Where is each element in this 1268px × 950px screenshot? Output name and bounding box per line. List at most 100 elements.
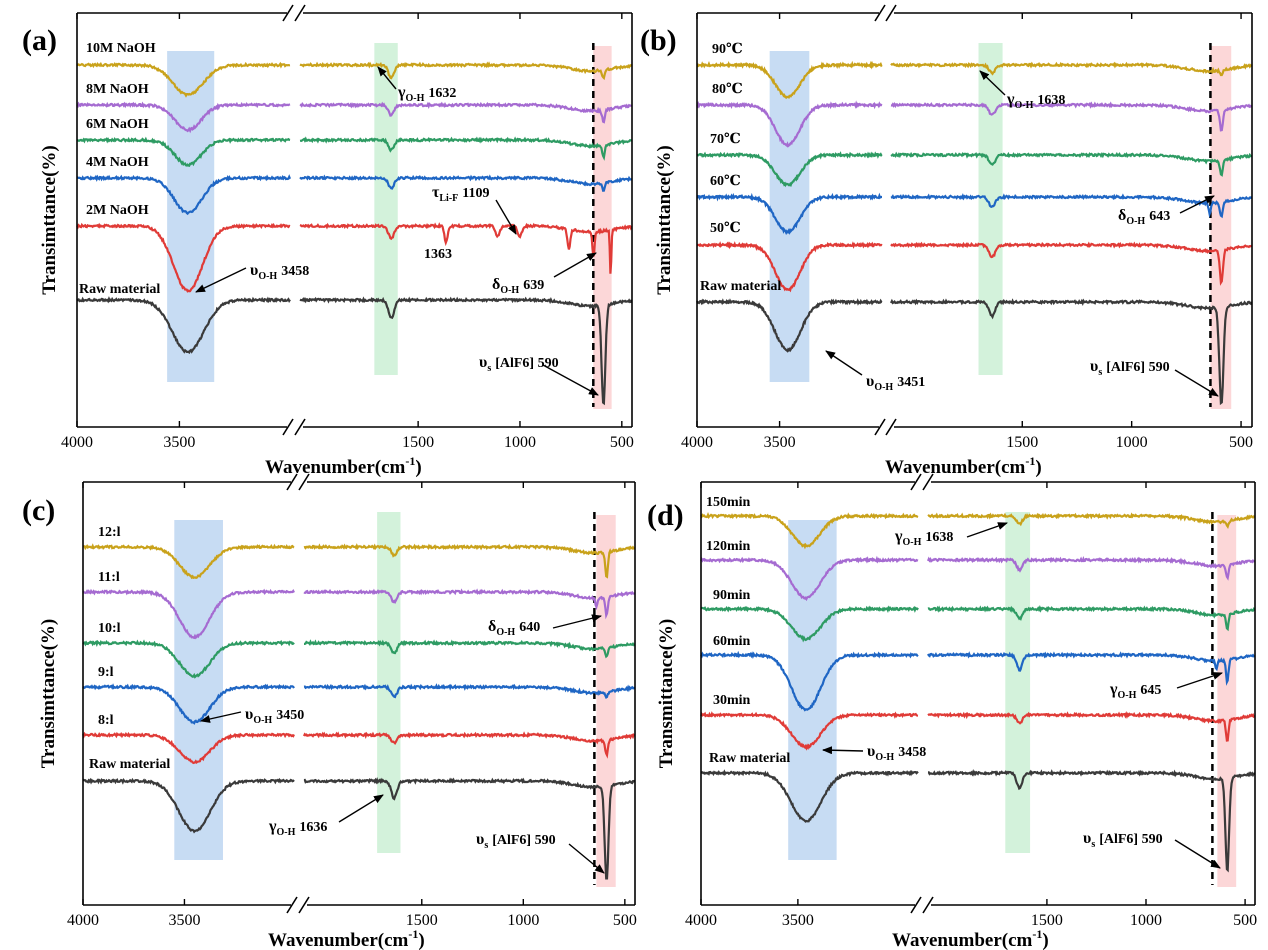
series-label: 12:l (98, 525, 121, 540)
annotation-label: τLi-F 1109 (432, 184, 490, 204)
series-label: 150min (706, 495, 751, 510)
spectrum-line-left (696, 100, 883, 148)
annotation-label: υs [AlF6] 590 (1083, 830, 1163, 850)
series-label: 60℃ (710, 174, 741, 189)
annotation-arrow (542, 364, 599, 396)
panel-label: (c) (22, 494, 55, 527)
series-label: Raw material (79, 282, 160, 297)
annotation-1638: γO-H 1638 (894, 522, 1008, 548)
x-tick-label: 1500 (1006, 434, 1038, 451)
series-label: 80℃ (712, 82, 743, 97)
axis-break-mark (922, 896, 934, 914)
annotation-1632: γO-H 1632 (377, 66, 456, 104)
series-12-l: 12:l (82, 525, 636, 580)
axis-break-mark (282, 4, 294, 22)
annotation-3458: υO-H 3458 (195, 262, 309, 293)
x-tick-label: 1000 (507, 912, 539, 929)
series-raw-material: Raw material (82, 757, 636, 880)
series-8m-naoh: 8M NaOH (76, 82, 633, 134)
spectrum-line-left (76, 222, 291, 293)
spectrum-line-right (303, 543, 636, 579)
series-label: 120min (706, 539, 751, 554)
spectrum-line-left (76, 296, 291, 355)
axis-break-mark (294, 4, 306, 22)
series-label: 90℃ (712, 42, 743, 57)
spectrum-line-left (696, 192, 882, 236)
annotation-label: γO-H 1636 (268, 818, 327, 838)
axis-break-mark (922, 473, 934, 491)
spectrum-line-right (890, 298, 1253, 406)
series-raw-material: Raw material (700, 751, 1255, 873)
series-label: 90min (713, 588, 751, 603)
axis-break-mark (910, 896, 922, 914)
spectrum-line-right (927, 512, 1256, 530)
annotation-645: γO-H 645 (1109, 672, 1223, 701)
annotation-label: δO-H 640 (488, 618, 540, 638)
spectrum-line-left (696, 60, 883, 100)
spectrum-line-left (82, 777, 295, 834)
annotation-arrow (568, 843, 605, 874)
spectrum-line-right (890, 193, 1253, 219)
x-tick-label: 500 (1233, 912, 1257, 929)
annotation--alf6-590: υs [AlF6] 590 (479, 354, 599, 396)
series-60min: 60min (700, 634, 1255, 712)
band-region-o-h-stretch (167, 51, 215, 382)
annotation-arrow (1174, 369, 1219, 397)
axis-break-mark (910, 473, 922, 491)
spectrum-line-right (299, 174, 632, 192)
annotation-label: γO-H 1638 (894, 528, 953, 548)
axis-break-mark (286, 896, 298, 914)
annotation-arrow (338, 794, 384, 823)
spectrum-line-right (299, 296, 633, 406)
series-label: 30min (713, 693, 751, 708)
panel-a: 10M NaOH 8M NaOH 6M NaOH 4M NaOH 2M NaOH Raw … (22, 4, 634, 478)
spectrum-line-right (304, 639, 636, 659)
panel-label: (b) (640, 24, 677, 57)
annotation-label: υs [AlF6] 590 (476, 831, 556, 851)
axis-break-mark (885, 4, 897, 22)
spectrum-line-right (299, 136, 633, 161)
band-region-alf6 (1217, 515, 1237, 887)
series-30min: 30min (700, 693, 1256, 751)
panel-b: 90℃ 80℃ 70℃ 60℃ 50℃ Raw material 4000 3500 1500 1… (640, 4, 1253, 478)
spectrum-line-left (696, 298, 883, 353)
axis-break-mark (874, 418, 886, 436)
y-axis-title: Transmittance(%) (656, 619, 677, 769)
annotation-label: 1363 (424, 247, 452, 262)
annotation-3450: υO-H 3450 (200, 706, 304, 726)
series-label: 50℃ (710, 221, 741, 236)
annotation-arrow (195, 267, 247, 293)
annotation-arrow (200, 711, 242, 723)
annotation-arrow (1179, 195, 1215, 214)
series-label: Raw material (89, 757, 170, 772)
x-tick-label: 500 (610, 434, 634, 451)
annotation-label: υO-H 3458 (867, 743, 926, 763)
series-label: 8:l (98, 713, 114, 728)
spectrum-line-left (700, 711, 919, 751)
series-9-l: 9:l (82, 665, 636, 725)
x-tick-label: 500 (1229, 434, 1253, 451)
spectrum-line-right (303, 683, 636, 699)
band-region-alf6 (1210, 46, 1232, 409)
series-label: 9:l (98, 665, 114, 680)
spectrum-line-right (927, 651, 1255, 686)
series-4m-naoh: 4M NaOH (76, 155, 632, 216)
x-tick-label: 3500 (168, 912, 200, 929)
annotation-arrow (553, 252, 597, 278)
axis-break-mark (298, 473, 310, 491)
annotation-label: υO-H 3450 (245, 706, 304, 726)
series-90min: 90min (700, 588, 1256, 643)
x-tick-label: 3500 (764, 434, 796, 451)
x-tick-label: 4000 (685, 912, 717, 929)
panel-label: (a) (22, 24, 57, 57)
series-label: Raw material (700, 279, 781, 294)
y-axis-title: Transimttance(%) (39, 145, 60, 295)
axis-break-mark (286, 473, 298, 491)
band-region-o-h-bend (374, 43, 398, 375)
panel-label: (d) (647, 499, 684, 532)
x-axis-title: Wavenumber(cm-1) (892, 927, 1049, 950)
y-axis-title: Transimttance(%) (654, 145, 675, 295)
axis-break-mark (294, 418, 306, 436)
band-region-o-h-bend (1005, 512, 1031, 853)
spectrum-line-right (299, 222, 633, 274)
